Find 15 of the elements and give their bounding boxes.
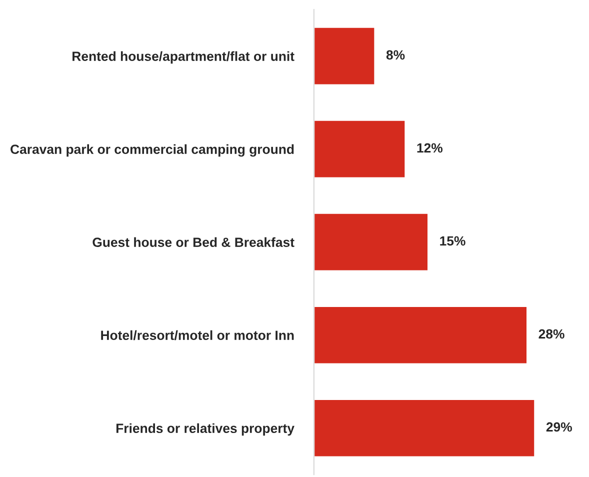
- data-label: 8%: [386, 50, 405, 60]
- bar: [314, 120, 406, 179]
- y-tick-label: Friends or relatives property: [116, 423, 294, 436]
- data-label: 28%: [538, 329, 564, 339]
- data-label: 29%: [546, 422, 572, 432]
- bar: [314, 26, 376, 86]
- bar: [314, 398, 536, 458]
- bar: [314, 212, 429, 272]
- data-label: 12%: [417, 143, 443, 153]
- y-tick-label: Caravan park or commercial camping ground: [10, 144, 294, 157]
- y-tick-label: Guest house or Bed & Breakfast: [92, 237, 294, 247]
- y-tick-label: Hotel/resort/motel or motor Inn: [101, 330, 294, 340]
- y-tick-label: Rented house/apartment/flat or unit: [72, 51, 294, 64]
- data-label: 15%: [440, 236, 466, 246]
- bar: [314, 306, 528, 365]
